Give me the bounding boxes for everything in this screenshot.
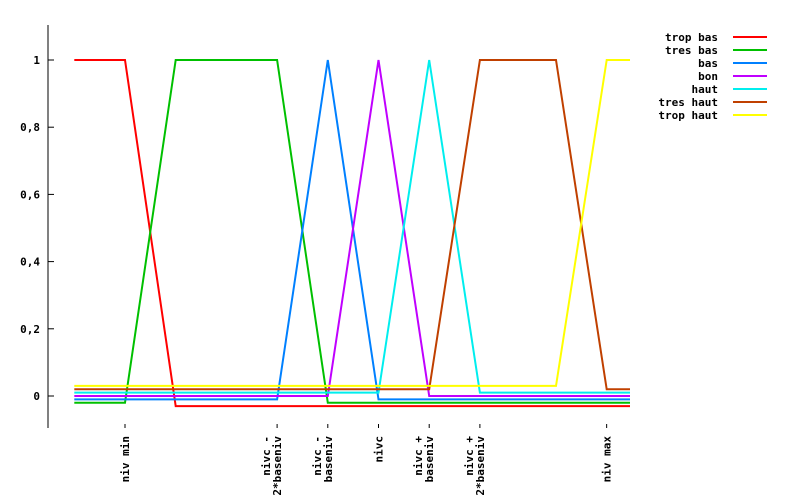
legend-label: haut: [692, 83, 719, 96]
x-tick-label: nivc +: [463, 436, 476, 476]
series-line-tres-haut: [74, 59, 630, 391]
x-tick-label: baseniv: [423, 436, 436, 483]
y-tick-label: 0,2: [20, 323, 40, 336]
legend-label: tres haut: [658, 96, 718, 109]
y-tick-label: 1: [33, 54, 40, 67]
legend-label: bon: [698, 70, 718, 83]
legend-label: tres bas: [665, 44, 718, 57]
x-tick-label: 2*baseniv: [271, 436, 284, 496]
x-tick-label: nivc -: [260, 436, 273, 476]
y-tick-label: 0,8: [20, 121, 40, 134]
legend-label: trop haut: [658, 109, 718, 122]
x-tick-label: baseniv: [322, 436, 335, 483]
series-line-bon: [74, 59, 630, 397]
legend-label: bas: [698, 57, 718, 70]
y-tick-label: 0: [33, 390, 40, 403]
series-line-bas: [74, 59, 630, 401]
y-tick-label: 0,4: [20, 256, 40, 269]
y-tick-label: 0,6: [20, 188, 40, 201]
series-line-tres-bas: [74, 59, 630, 404]
x-tick-label: nivc -: [311, 436, 324, 476]
x-tick-label: 2*baseniv: [474, 436, 487, 496]
x-tick-label: niv max: [601, 436, 614, 483]
series-line-haut: [74, 59, 630, 394]
x-tick-label: nivc +: [412, 436, 425, 476]
series-layer: [74, 59, 630, 408]
legend-label: trop bas: [665, 31, 718, 44]
x-tick-label: nivc: [373, 436, 386, 463]
x-tick-label: niv min: [119, 436, 132, 482]
series-line-trop-haut: [74, 59, 630, 387]
